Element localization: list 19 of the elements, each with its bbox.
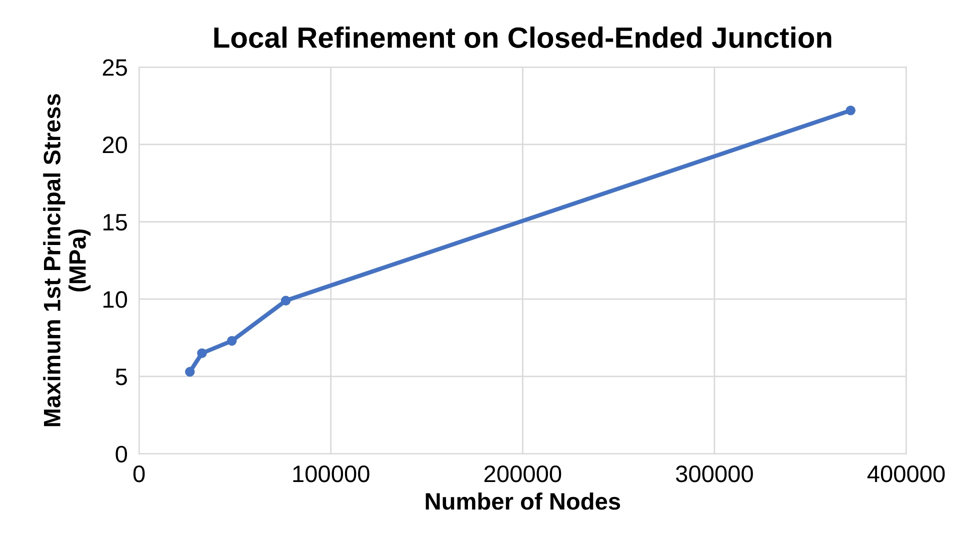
x-tick-label: 200000 [484,466,562,482]
x-tick-label: 300000 [676,466,753,482]
y-axis-title: Maximum 1st Principal Stress (MPa) [43,94,91,426]
point [280,296,291,306]
y-tick-label: 5 [116,368,127,386]
y-tick-label: 20 [102,136,128,154]
point [185,366,195,377]
x-tick-label: 100000 [293,466,370,482]
x-axis-title: Number of Nodes [426,492,620,510]
y-tick-label: 10 [103,291,128,308]
chart-title: Local Refinement on Closed-Ended Junction [214,26,832,48]
point [227,336,237,346]
y-tick-label: 25 [102,59,127,76]
point [197,348,207,358]
point [846,106,856,116]
y-tick-label: 0 [116,446,128,463]
x-tick-label: 0 [133,466,145,482]
y-tick-label: 15 [103,214,127,231]
x-tick-label: 400000 [867,466,945,482]
